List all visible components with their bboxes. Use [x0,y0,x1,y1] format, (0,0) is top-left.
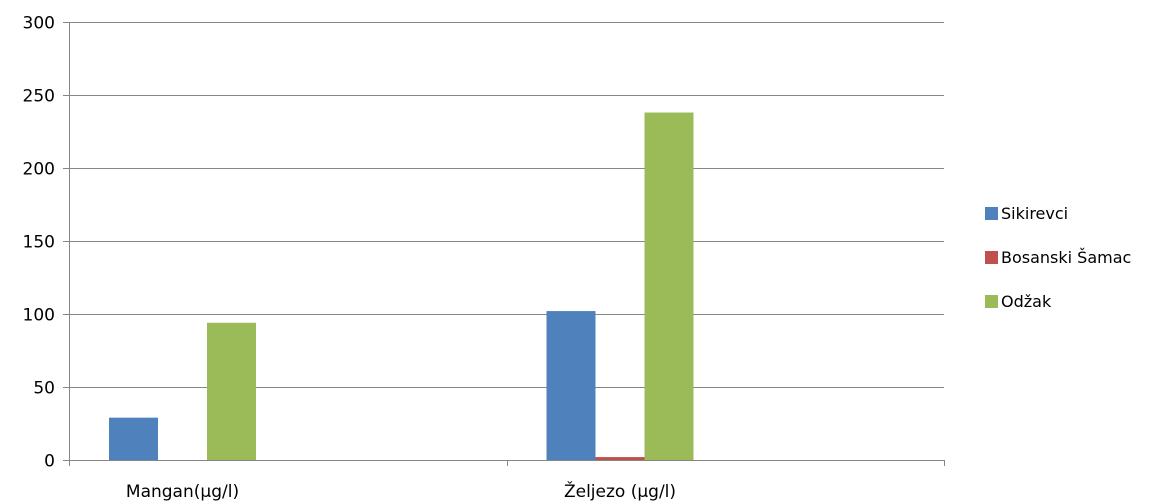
x-category-label: Željezo (µg/l) [564,480,676,502]
legend-label: Bosanski Šamac [1001,248,1131,267]
axes [63,22,945,466]
y-tick-label: 300 [23,14,55,34]
y-tick-label: 50 [33,379,55,399]
bars [109,112,694,461]
y-tick-label: 100 [23,306,55,326]
legend-swatch [985,207,998,220]
y-tick-label: 150 [23,233,55,253]
bar-sikirevci-1 [546,311,596,460]
legend-swatch [985,251,998,264]
x-category-label: Mangan(µg/l) [126,482,239,502]
legend-label: Sikirevci [1001,204,1068,223]
legend-label: Odžak [1001,292,1052,311]
gridlines [69,22,944,388]
y-tick-label: 0 [44,452,55,472]
bar-bosanski-amac-1 [595,457,645,460]
bar-sikirevci-0 [109,417,158,460]
y-axis-tick-labels: 0 50 100 150 200 250 300 [23,14,55,472]
y-tick-label: 250 [23,87,55,107]
y-tick-label: 200 [23,160,55,180]
legend: Sikirevci Bosanski Šamac Odžak [985,204,1131,311]
legend-swatch [985,295,998,308]
bar-od-ak-1 [644,112,694,461]
bar-od-ak-0 [207,322,256,460]
x-axis-category-labels: Mangan(µg/l) Željezo (µg/l) [126,480,676,502]
